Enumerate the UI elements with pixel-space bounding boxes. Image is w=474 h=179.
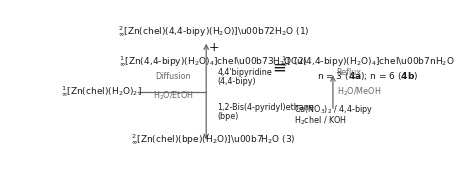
Text: n = 3 ($\mathbf{4a}$); n = 6 ($\mathbf{4b}$): n = 3 ($\mathbf{4a}$); n = 6 ($\mathbf{4… bbox=[317, 70, 419, 82]
Text: 4,4'bipyridine: 4,4'bipyridine bbox=[217, 68, 272, 77]
Text: (4,4-bipy): (4,4-bipy) bbox=[217, 77, 256, 86]
Text: $^{2}_{\infty}$[Zn(chel)(bpe)(H$_{2}$O)]\u00b7H$_{2}$O (3): $^{2}_{\infty}$[Zn(chel)(bpe)(H$_{2}$O)]… bbox=[131, 133, 296, 147]
Text: $\equiv$: $\equiv$ bbox=[269, 58, 286, 76]
Text: $^{1}_{\infty}$[Zn(chel)(H$_{2}$O)$_{2}$]: $^{1}_{\infty}$[Zn(chel)(H$_{2}$O)$_{2}$… bbox=[61, 85, 142, 99]
Text: H$_{2}$O/EtOH: H$_{2}$O/EtOH bbox=[153, 89, 193, 101]
Text: Reflux: Reflux bbox=[337, 68, 362, 77]
Text: +: + bbox=[208, 42, 219, 54]
Text: H$_{2}$O/MeOH: H$_{2}$O/MeOH bbox=[337, 86, 381, 98]
Text: Diffusion: Diffusion bbox=[155, 72, 191, 81]
Text: $^{2}_{\infty}$[Zn(chel)(4,4-bipy)(H$_{2}$O)]\u00b72H$_{2}$O (1): $^{2}_{\infty}$[Zn(chel)(4,4-bipy)(H$_{2… bbox=[118, 25, 310, 39]
Text: 1,2-Bis(4-pyridyl)ethane: 1,2-Bis(4-pyridyl)ethane bbox=[217, 103, 314, 112]
Text: Cu(NO$_{3}$)$_{2}$ / 4,4-bipy: Cu(NO$_{3}$)$_{2}$ / 4,4-bipy bbox=[294, 103, 374, 117]
Text: $^{1}_{\infty}$[Cu(4,4-bipy)(H$_{2}$O)$_{4}$]chel\u00b7nH$_{2}$O: $^{1}_{\infty}$[Cu(4,4-bipy)(H$_{2}$O)$_… bbox=[281, 55, 455, 69]
Text: H$_{2}$chel / KOH: H$_{2}$chel / KOH bbox=[294, 115, 347, 127]
Text: $^{1}_{\infty}$[Zn(4,4-bipy)(H$_{2}$O)$_{4}$]chel\u00b73H$_{2}$O (2): $^{1}_{\infty}$[Zn(4,4-bipy)(H$_{2}$O)$_… bbox=[119, 55, 308, 69]
Text: (bpe): (bpe) bbox=[217, 112, 238, 121]
